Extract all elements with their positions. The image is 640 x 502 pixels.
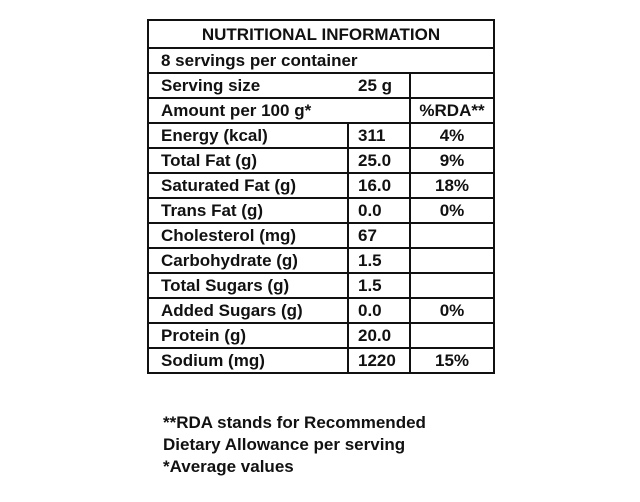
nutrient-value: 1.5 bbox=[347, 247, 411, 274]
amount-header: Amount per 100 g* bbox=[147, 97, 411, 124]
serving-size-row: Serving size 25 g bbox=[147, 72, 496, 99]
nutrient-value: 0.0 bbox=[347, 197, 411, 224]
nutrient-rda: 4% bbox=[408, 122, 496, 149]
serving-size-value: 25 g bbox=[348, 72, 411, 99]
serving-size-label: Serving size bbox=[147, 72, 348, 99]
nutrition-label: NUTRITIONAL INFORMATION 8 servings per c… bbox=[146, 19, 496, 374]
label-title: NUTRITIONAL INFORMATION bbox=[146, 19, 496, 49]
nutrient-value: 311 bbox=[347, 122, 411, 149]
nutrient-rda bbox=[408, 247, 496, 274]
nutrient-row: Added Sugars (g) 0.0 0% bbox=[147, 297, 496, 324]
nutrient-name: Trans Fat (g) bbox=[147, 197, 349, 224]
nutrient-name: Total Sugars (g) bbox=[147, 272, 349, 299]
nutrient-rda bbox=[408, 322, 496, 349]
nutrient-row: Energy (kcal) 311 4% bbox=[147, 122, 496, 149]
nutrient-rda bbox=[408, 222, 496, 249]
nutrient-value: 20.0 bbox=[347, 322, 411, 349]
nutrient-value: 0.0 bbox=[347, 297, 411, 324]
nutrition-table: NUTRITIONAL INFORMATION 8 servings per c… bbox=[146, 19, 496, 374]
nutrient-rda: 15% bbox=[408, 347, 496, 374]
nutrient-row: Carbohydrate (g) 1.5 bbox=[147, 247, 496, 274]
nutrient-name: Sodium (mg) bbox=[147, 347, 349, 374]
footnotes: **RDA stands for Recommended Dietary All… bbox=[163, 412, 426, 478]
nutrient-row: Cholesterol (mg) 67 bbox=[147, 222, 496, 249]
nutrient-name: Total Fat (g) bbox=[147, 147, 349, 174]
nutrient-rda: 0% bbox=[408, 197, 496, 224]
nutrient-rda bbox=[408, 272, 496, 299]
nutrient-rda: 9% bbox=[408, 147, 496, 174]
nutrient-value: 25.0 bbox=[347, 147, 411, 174]
footnote-rda: **RDA stands for Recommended bbox=[163, 413, 426, 432]
nutrient-row: Total Fat (g) 25.0 9% bbox=[147, 147, 496, 174]
nutrient-row: Protein (g) 20.0 bbox=[147, 322, 496, 349]
nutrient-row: Trans Fat (g) 0.0 0% bbox=[147, 197, 496, 224]
nutrient-name: Cholesterol (mg) bbox=[147, 222, 349, 249]
nutrient-name: Saturated Fat (g) bbox=[147, 172, 349, 199]
nutrient-value: 1220 bbox=[347, 347, 411, 374]
nutrient-row: Total Sugars (g) 1.5 bbox=[147, 272, 496, 299]
nutrient-value: 1.5 bbox=[347, 272, 411, 299]
title-row: NUTRITIONAL INFORMATION bbox=[146, 19, 496, 49]
nutrient-name: Energy (kcal) bbox=[147, 122, 349, 149]
footnote-average: *Average values bbox=[163, 457, 294, 476]
amount-header-row: Amount per 100 g* %RDA** bbox=[147, 97, 496, 124]
nutrient-name: Carbohydrate (g) bbox=[147, 247, 349, 274]
nutrient-name: Protein (g) bbox=[147, 322, 349, 349]
serving-size-empty bbox=[408, 72, 496, 99]
rda-header: %RDA** bbox=[408, 97, 496, 124]
nutrient-row: Sodium (mg) 1220 15% bbox=[147, 347, 496, 374]
footnote-rda-cont: Dietary Allowance per serving bbox=[163, 435, 406, 454]
servings-row: 8 servings per container bbox=[146, 47, 496, 74]
nutrient-row: Saturated Fat (g) 16.0 18% bbox=[147, 172, 496, 199]
servings-per-container: 8 servings per container bbox=[146, 47, 496, 74]
nutrient-rda: 0% bbox=[408, 297, 496, 324]
nutrient-name: Added Sugars (g) bbox=[147, 297, 349, 324]
nutrient-value: 67 bbox=[347, 222, 411, 249]
nutrient-value: 16.0 bbox=[347, 172, 411, 199]
nutrient-rda: 18% bbox=[408, 172, 496, 199]
